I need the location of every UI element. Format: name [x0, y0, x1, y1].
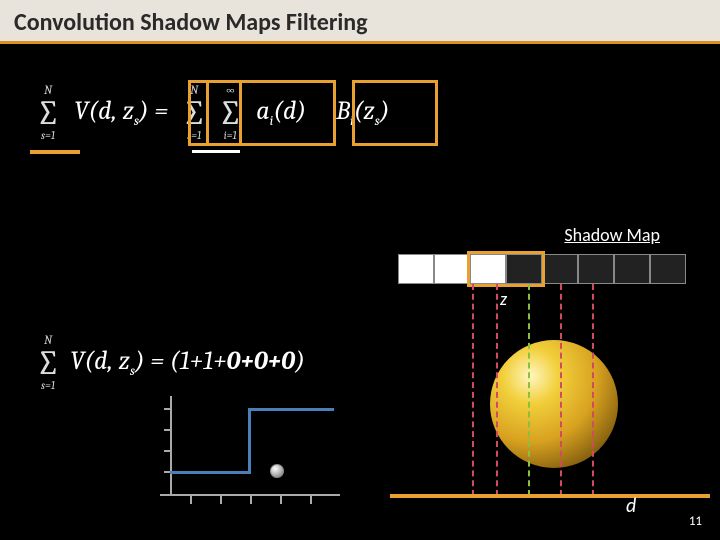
sigma-f2: N ∑ s=1	[36, 334, 60, 391]
d-label: d	[626, 494, 636, 518]
slide-content: N ∑ s=1 V(d, zs) = N ∑ s=1 ∞ ∑ i=1 ai(d)…	[0, 44, 720, 539]
sphere-shadow	[504, 464, 624, 492]
f2-body: V(d, zs) = (1+1+0+0+0)	[64, 346, 311, 379]
light-ray	[496, 284, 498, 496]
page-title: Convolution Shadow Maps Filtering	[14, 8, 706, 37]
light-ray	[560, 284, 562, 496]
texel	[434, 254, 470, 284]
step-high	[248, 408, 334, 411]
texel	[650, 254, 686, 284]
scene: d	[400, 314, 680, 514]
title-bar: Convolution Shadow Maps Filtering	[0, 0, 720, 44]
step-dot	[270, 464, 284, 478]
texel	[542, 254, 578, 284]
sphere	[490, 340, 618, 468]
highlight-box	[206, 80, 336, 146]
light-ray	[592, 284, 594, 496]
xtick	[280, 496, 282, 504]
underline	[30, 150, 80, 154]
light-ray	[528, 284, 530, 496]
lhs: V(d, zs) =	[68, 96, 174, 129]
texel-highlight	[467, 251, 545, 287]
ytick	[164, 450, 172, 452]
ytick	[164, 408, 172, 410]
light-ray	[472, 284, 474, 496]
z-label: z	[500, 288, 507, 310]
step-low	[170, 471, 250, 474]
step-function-graph	[150, 396, 340, 506]
xtick	[220, 496, 222, 504]
underline	[192, 150, 240, 153]
formula-2: N ∑ s=1 V(d, zs) = (1+1+0+0+0)	[32, 334, 311, 391]
xtick	[310, 496, 312, 504]
shadow-map-texels	[398, 254, 686, 284]
sigma-1: N ∑ s=1	[36, 84, 60, 141]
highlight-box	[352, 80, 438, 146]
axis-y	[170, 396, 172, 496]
shadow-map-label: Shadow Map	[564, 224, 660, 246]
texel	[578, 254, 614, 284]
step-rise	[248, 408, 251, 474]
xtick	[250, 496, 252, 504]
ground-plane	[390, 494, 710, 498]
xtick	[190, 496, 192, 504]
texel	[398, 254, 434, 284]
page-number: 11	[689, 514, 702, 529]
ytick	[164, 429, 172, 431]
texel	[614, 254, 650, 284]
